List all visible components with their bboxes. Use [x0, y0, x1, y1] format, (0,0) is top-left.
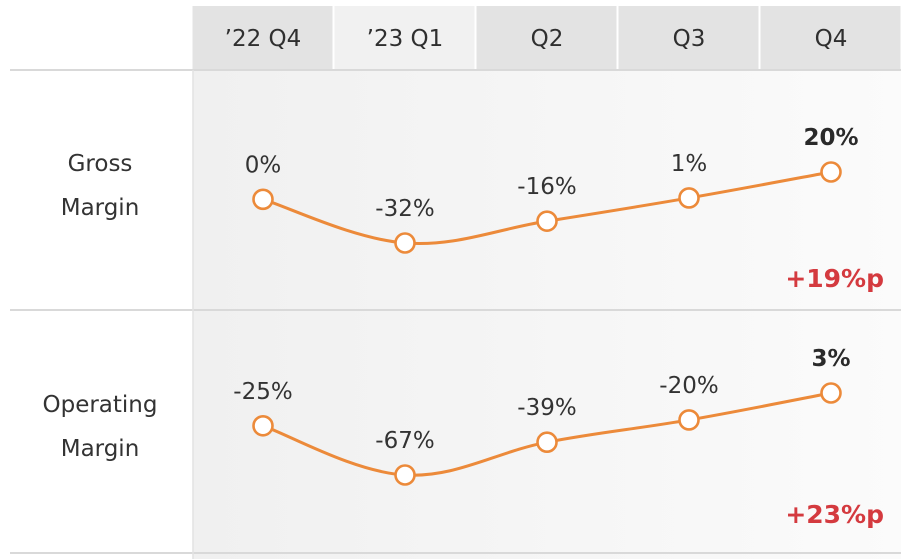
value-label-1-4: 3%	[811, 346, 850, 372]
point-marker-0-2	[536, 210, 558, 232]
value-label-1-1: -67%	[375, 428, 434, 454]
point-marker-0-4	[820, 161, 842, 183]
chart-row-0: Gross Margin 0% -32% -16% 1% 20% +19%p	[61, 125, 884, 293]
point-marker-1-4	[820, 382, 842, 404]
row-label-0-line-0: Gross	[68, 151, 133, 177]
row-label-1-line-1: Margin	[61, 436, 140, 462]
header-cell-4	[760, 6, 901, 70]
value-label-0-2: -16%	[517, 174, 576, 200]
header-cell-2	[476, 6, 617, 70]
point-marker-1-1	[394, 464, 416, 486]
row-label-1-line-0: Operating	[43, 392, 158, 418]
header-label-0: ’22 Q4	[225, 26, 302, 52]
header-label-2: Q2	[531, 26, 564, 52]
value-label-1-0: -25%	[233, 379, 292, 405]
header-label-4: Q4	[815, 26, 848, 52]
point-marker-1-0	[252, 414, 274, 437]
value-label-1-3: -20%	[659, 373, 718, 399]
point-marker-1-2	[536, 431, 558, 454]
point-marker-0-3	[678, 187, 700, 209]
value-label-0-3: 1%	[671, 151, 708, 177]
chart-rows: Gross Margin 0% -32% -16% 1% 20% +19%p Operating…	[43, 125, 885, 529]
value-label-1-2: -39%	[517, 395, 576, 421]
value-label-0-0: 0%	[245, 152, 282, 178]
header-cell-1	[334, 6, 475, 70]
row-label-0-line-1: Margin	[61, 195, 140, 221]
chart-row-1: Operating Margin -25% -67% -39% -20% 3% +23%p	[43, 346, 885, 529]
header-cell-3	[618, 6, 759, 70]
chart-panel-background	[193, 70, 901, 559]
header-label-1: ’23 Q1	[367, 26, 444, 52]
value-label-0-4: 20%	[803, 125, 858, 151]
quarter-header: ’22 Q4 ’23 Q1 Q2 Q3 Q4	[192, 6, 901, 70]
point-marker-0-1	[394, 232, 416, 254]
point-marker-1-3	[678, 409, 700, 431]
header-label-3: Q3	[673, 26, 706, 52]
header-cell-0	[192, 6, 333, 70]
change-label-1: +23%p	[785, 500, 884, 529]
point-marker-0-0	[252, 188, 274, 211]
value-label-0-1: -32%	[375, 196, 434, 222]
change-label-0: +19%p	[785, 264, 884, 293]
